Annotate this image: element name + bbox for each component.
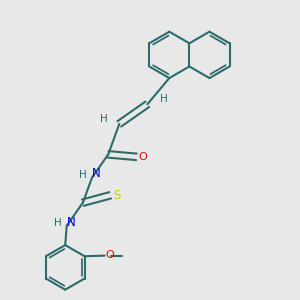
Text: H: H	[54, 218, 62, 228]
Text: H: H	[160, 94, 168, 104]
Text: N: N	[67, 216, 75, 229]
Text: H: H	[100, 113, 108, 124]
Text: H: H	[79, 169, 87, 179]
Text: S: S	[113, 189, 120, 202]
Text: O: O	[106, 250, 115, 260]
Text: N: N	[92, 167, 100, 180]
Text: O: O	[139, 152, 147, 162]
